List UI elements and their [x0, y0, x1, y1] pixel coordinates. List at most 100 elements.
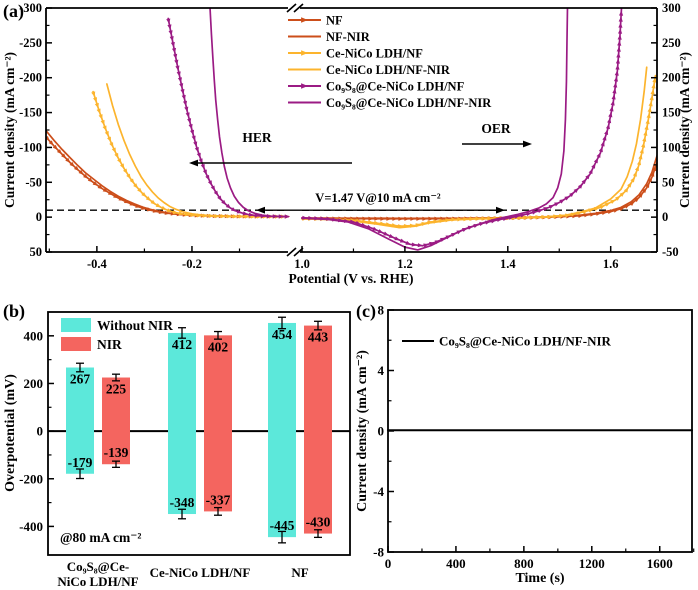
svg-text:-445: -445 — [270, 518, 295, 533]
svg-text:225: 225 — [106, 382, 127, 397]
svg-text:Co₉S₈@Ce-NiCo LDH/NF-NIR: Co₉S₈@Ce-NiCo LDH/NF-NIR — [326, 96, 492, 110]
svg-text:OER: OER — [481, 121, 511, 136]
panel-a-annotations: HER OER V=1.47 V@10 mA cm⁻² — [189, 121, 532, 214]
svg-text:-50: -50 — [25, 175, 42, 189]
svg-text:-100: -100 — [19, 140, 42, 154]
svg-text:V=1.47 V@10 mA cm⁻²: V=1.47 V@10 mA cm⁻² — [315, 191, 441, 205]
svg-text:Time (s): Time (s) — [515, 571, 564, 586]
panel-c-label: (c) — [356, 301, 376, 321]
panel-b-label: (b) — [3, 301, 25, 321]
svg-text:-200: -200 — [19, 71, 42, 85]
at-80-annotation: @80 mA cm⁻² — [60, 530, 141, 545]
svg-text:Current density (mA cm⁻²): Current density (mA cm⁻²) — [2, 52, 17, 208]
svg-text:-337: -337 — [206, 492, 231, 507]
svg-text:NF-NIR: NF-NIR — [326, 30, 371, 44]
svg-text:Overpotential (mV): Overpotential (mV) — [3, 374, 18, 492]
curve-ce-nico-ldh-nf-nir — [106, 66, 648, 229]
curve-co-s-ce-nico-ldh-nf-nir — [209, 7, 569, 251]
svg-text:50: 50 — [662, 175, 675, 189]
svg-text:-348: -348 — [170, 495, 195, 510]
svg-text:-4: -4 — [373, 484, 384, 499]
svg-text:454: 454 — [272, 327, 293, 342]
svg-text:NF: NF — [326, 14, 343, 28]
svg-text:Current density (mA cm⁻²): Current density (mA cm⁻²) — [677, 52, 692, 208]
curve-nf — [46, 135, 657, 221]
svg-text:Co₉S₈@Ce-NiCo LDH/NF-NIR: Co₉S₈@Ce-NiCo LDH/NF-NIR — [439, 334, 612, 349]
bars-without-nir: 267 -179 412 -348 454 -445 — [66, 316, 296, 544]
svg-text:-300: -300 — [19, 1, 42, 15]
svg-text:Co₉S₈@Ce-: Co₉S₈@Ce- — [67, 559, 130, 574]
svg-text:Ce-NiCo LDH/NF: Ce-NiCo LDH/NF — [326, 47, 423, 61]
svg-text:-400: -400 — [19, 519, 43, 534]
svg-text:1.6: 1.6 — [603, 257, 619, 271]
svg-text:Co₉S₈@Ce-NiCo LDH/NF: Co₉S₈@Ce-NiCo LDH/NF — [326, 80, 465, 94]
svg-text:-8: -8 — [373, 545, 384, 560]
overpotential-bars: 267 -179 412 -348 454 -445 225 -139 402 -337 443 -4… — [66, 316, 332, 544]
svg-text:-150: -150 — [19, 106, 42, 120]
svg-text:-430: -430 — [306, 515, 331, 530]
panel-b-plot: 267 -179 412 -348 454 -445 225 -139 402 -337 443 -4… — [3, 311, 351, 589]
panel-a-legend: NF NF-NIR Ce-NiCo LDH/NF Ce-NiCo LDH/NF-NIR… — [288, 14, 492, 110]
svg-text:800: 800 — [514, 556, 534, 571]
svg-text:Ce-NiCo LDH/NF-NIR: Ce-NiCo LDH/NF-NIR — [326, 63, 451, 77]
svg-text:400: 400 — [446, 556, 466, 571]
svg-text:8: 8 — [378, 303, 385, 318]
svg-text:1600: 1600 — [647, 556, 673, 571]
svg-text:-250: -250 — [19, 36, 42, 50]
curve-co-s-ce-nico-ldh-nf — [166, 7, 624, 248]
svg-text:0: 0 — [662, 210, 668, 224]
curve-nf-nir — [46, 130, 657, 220]
svg-text:200: 200 — [662, 71, 681, 85]
svg-text:50: 50 — [30, 245, 43, 259]
panel-c-xlabel: Time (s) — [515, 571, 564, 586]
svg-text:0: 0 — [378, 424, 385, 439]
svg-text:100: 100 — [662, 140, 681, 154]
svg-text:NF: NF — [291, 565, 308, 580]
svg-text:402: 402 — [208, 339, 229, 354]
panel-a-axes: -300 -250 -200 -150 -100 -50 0 50 300 250 200 150 10… — [19, 1, 681, 271]
panel-c-legend: Co₉S₈@Ce-NiCo LDH/NF-NIR — [402, 334, 612, 349]
svg-text:267: 267 — [70, 372, 91, 387]
svg-text:150: 150 — [662, 106, 681, 120]
svg-text:Potential (V vs. RHE): Potential (V vs. RHE) — [289, 271, 414, 286]
svg-text:412: 412 — [172, 337, 193, 352]
panel-c-ylabel: Current density (mA cm⁻²) — [355, 350, 370, 512]
svg-text:0: 0 — [37, 424, 44, 439]
svg-text:Current density (mA cm⁻²): Current density (mA cm⁻²) — [355, 350, 370, 512]
svg-text:1.2: 1.2 — [397, 257, 413, 271]
svg-text:NiCo LDH/NF: NiCo LDH/NF — [57, 574, 138, 589]
panel-a-axis-labels: Potential (V vs. RHE) Current density (mA… — [2, 52, 692, 286]
svg-text:Ce-NiCo LDH/NF: Ce-NiCo LDH/NF — [150, 565, 251, 580]
svg-text:1.0: 1.0 — [294, 257, 310, 271]
svg-text:-0.4: -0.4 — [87, 257, 108, 271]
svg-text:NIR: NIR — [97, 337, 122, 352]
panel-b-axes: 400 200 0 -200 -400 — [19, 311, 351, 556]
polarization-curves — [46, 7, 657, 251]
panel-a-plot: -300 -250 -200 -150 -100 -50 0 50 300 250 200 150 10… — [2, 1, 692, 286]
svg-text:Without NIR: Without NIR — [97, 318, 173, 333]
panel-a-label: (a) — [3, 1, 24, 21]
panel-b-category-labels: Co₉S₈@Ce-NiCo LDH/NF Ce-NiCo LDH/NF NF — [57, 559, 308, 589]
svg-text:1.4: 1.4 — [500, 257, 516, 271]
svg-text:4: 4 — [378, 363, 385, 378]
svg-text:400: 400 — [24, 328, 44, 343]
panel-b-ylabel: Overpotential (mV) — [3, 374, 18, 492]
svg-text:0: 0 — [36, 210, 42, 224]
panel-c-axes: 840-4-80 400 800 1200 1600 — [373, 303, 695, 571]
svg-text:250: 250 — [662, 36, 681, 50]
svg-text:-0.2: -0.2 — [182, 257, 202, 271]
svg-text:1200: 1200 — [579, 556, 605, 571]
svg-text:@80 mA cm⁻²: @80 mA cm⁻² — [60, 530, 141, 545]
svg-text:0: 0 — [385, 556, 392, 571]
svg-text:-200: -200 — [19, 471, 43, 486]
svg-text:HER: HER — [242, 130, 272, 145]
svg-text:200: 200 — [24, 376, 44, 391]
svg-text:-50: -50 — [662, 245, 679, 259]
svg-text:-139: -139 — [104, 445, 129, 460]
panel-b-legend: Without NIR NIR — [61, 318, 173, 352]
svg-text:443: 443 — [308, 330, 329, 345]
svg-text:-179: -179 — [68, 455, 93, 470]
